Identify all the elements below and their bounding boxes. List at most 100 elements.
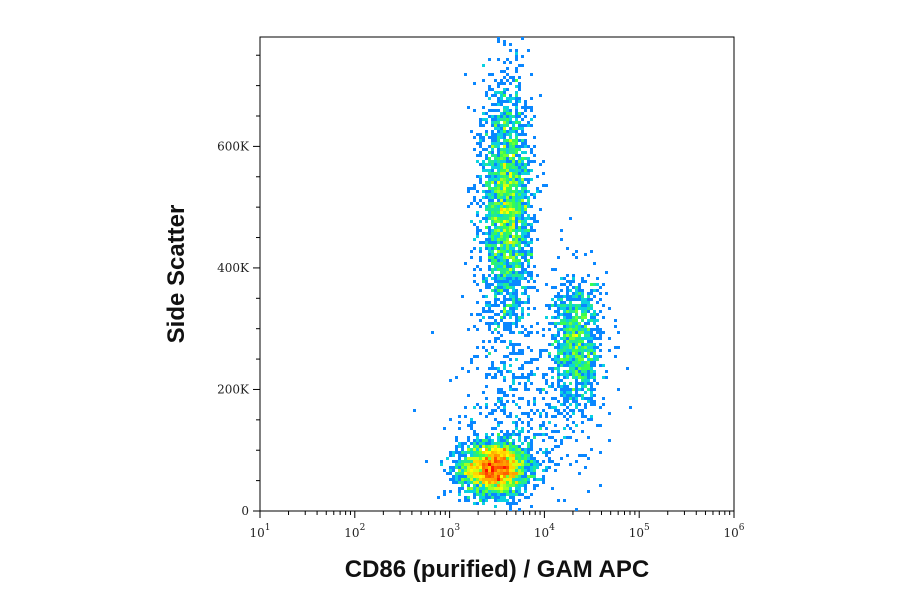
density-cell [491,256,494,259]
density-cell [509,247,512,250]
density-cell [473,82,476,85]
density-cell [554,409,557,412]
density-cell [548,457,551,460]
density-cell [518,247,521,250]
density-cell [575,304,578,307]
density-cell [581,397,584,400]
density-cell [593,334,596,337]
density-cell [596,328,599,331]
density-cell [527,280,530,283]
density-cell [518,199,521,202]
density-cell [512,274,515,277]
density-cell [497,130,500,133]
density-cell [566,364,569,367]
density-cell [536,289,539,292]
density-cell [476,502,479,505]
density-cell [509,253,512,256]
density-cell [503,490,506,493]
density-cell [479,499,482,502]
density-cell [590,346,593,349]
density-cell [560,391,563,394]
density-cell [548,322,551,325]
density-cell [488,151,491,154]
density-cell [533,145,536,148]
density-cell [455,478,458,481]
density-cell [527,448,530,451]
density-cell [473,136,476,139]
density-cell [494,220,497,223]
density-cell [506,160,509,163]
density-cell [512,151,515,154]
density-cell [590,361,593,364]
density-cell [527,214,530,217]
density-cell [494,91,497,94]
density-cell [485,499,488,502]
density-cell [503,157,506,160]
density-cell [491,211,494,214]
density-cell [557,409,560,412]
density-cell [551,382,554,385]
density-cell [518,196,521,199]
density-cell [473,445,476,448]
density-cell [521,112,524,115]
density-cell [524,208,527,211]
density-cell [482,451,485,454]
density-cell [482,463,485,466]
density-cell [509,274,512,277]
density-cell [479,448,482,451]
density-cell [458,454,461,457]
density-cell [557,499,560,502]
density-cell [500,268,503,271]
density-cell [479,496,482,499]
y-axis-title: Side Scatter [163,205,190,344]
density-cell [548,355,551,358]
density-cell [506,472,509,475]
density-cell [485,487,488,490]
density-cell [491,94,494,97]
density-cell [524,172,527,175]
density-cell [554,439,557,442]
density-cell [473,487,476,490]
density-cell [590,397,593,400]
density-cell [560,457,563,460]
density-cell [482,310,485,313]
density-cell [557,445,560,448]
density-cell [533,358,536,361]
density-cell [551,448,554,451]
density-cell [467,106,470,109]
density-cell [551,322,554,325]
density-cell [524,133,527,136]
density-cell [503,379,506,382]
density-cell [500,193,503,196]
density-cell [527,181,530,184]
density-cell [503,271,506,274]
density-cell [515,316,518,319]
density-cell [518,451,521,454]
density-cell [494,445,497,448]
density-cell [584,397,587,400]
density-cell [488,265,491,268]
density-cell [536,388,539,391]
density-cell [500,241,503,244]
density-cell [557,379,560,382]
density-cell [503,298,506,301]
density-cell [509,226,512,229]
density-cell [563,316,566,319]
density-cell [476,484,479,487]
density-cell [575,325,578,328]
density-cell [590,391,593,394]
density-cell [494,490,497,493]
density-cell [518,472,521,475]
density-cell [500,70,503,73]
density-cell [554,301,557,304]
density-cell [482,190,485,193]
density-cell [482,184,485,187]
density-cell [494,175,497,178]
density-cell [563,436,566,439]
density-cell [500,205,503,208]
density-cell [506,244,509,247]
density-cell [512,169,515,172]
density-cell [518,280,521,283]
density-cell [566,274,569,277]
density-cell [563,346,566,349]
